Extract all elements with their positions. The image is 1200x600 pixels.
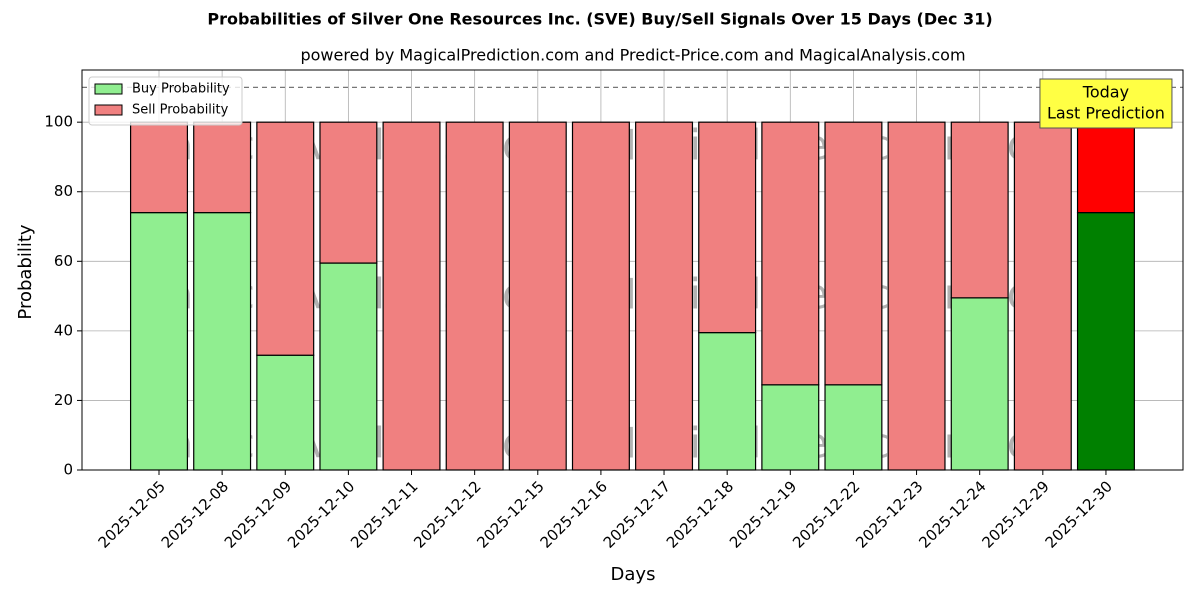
bar-segment [824,384,883,471]
bar-segment [445,121,504,471]
annotation-box [1039,78,1173,129]
bar-segment [256,121,315,356]
bar-segment [635,121,694,471]
y-tick-label: 20 [54,391,73,409]
bar-segment [382,121,441,471]
legend-label: Sell Probability [132,103,229,118]
y-axis-label: Probability [15,224,36,319]
legend-box [88,76,243,126]
bar-segment [761,384,820,471]
bar-segment [1076,212,1135,471]
x-axis-label: Days [611,564,656,585]
bar-segment [950,297,1009,471]
annotation-text: Today [1082,83,1129,102]
y-tick-label: 0 [63,461,73,479]
bar-segment [887,121,946,471]
bar-segment [571,121,630,471]
bar-segment [193,212,252,471]
y-tick-label: 100 [44,113,73,131]
legend-label: Buy Probability [132,82,230,97]
bar-segment [950,121,1009,299]
bar-segment [698,121,757,334]
chart-subtitle: powered by MagicalPrediction.com and Pre… [300,46,965,65]
legend-swatch [94,83,123,95]
bar-segment [1013,121,1072,471]
y-tick-label: 80 [54,182,73,200]
bar-segment [698,332,757,471]
bar-segment [319,262,378,471]
bar-segment [1076,121,1135,214]
bar-segment [129,212,189,471]
bar-segment [508,121,567,471]
chart-title: Probabilities of Silver One Resources In… [207,10,992,29]
bar-segment [319,121,378,264]
bar-segment [193,121,252,214]
annotation-text: Last Prediction [1047,104,1165,123]
y-tick-label: 60 [54,252,73,270]
legend-swatch [94,104,123,116]
y-tick-label: 40 [54,321,73,339]
bar-segment [761,121,820,386]
bar-segment [824,121,883,386]
bar-segment [129,121,189,214]
plot-frame [81,69,1184,471]
bar-segment [256,354,315,471]
